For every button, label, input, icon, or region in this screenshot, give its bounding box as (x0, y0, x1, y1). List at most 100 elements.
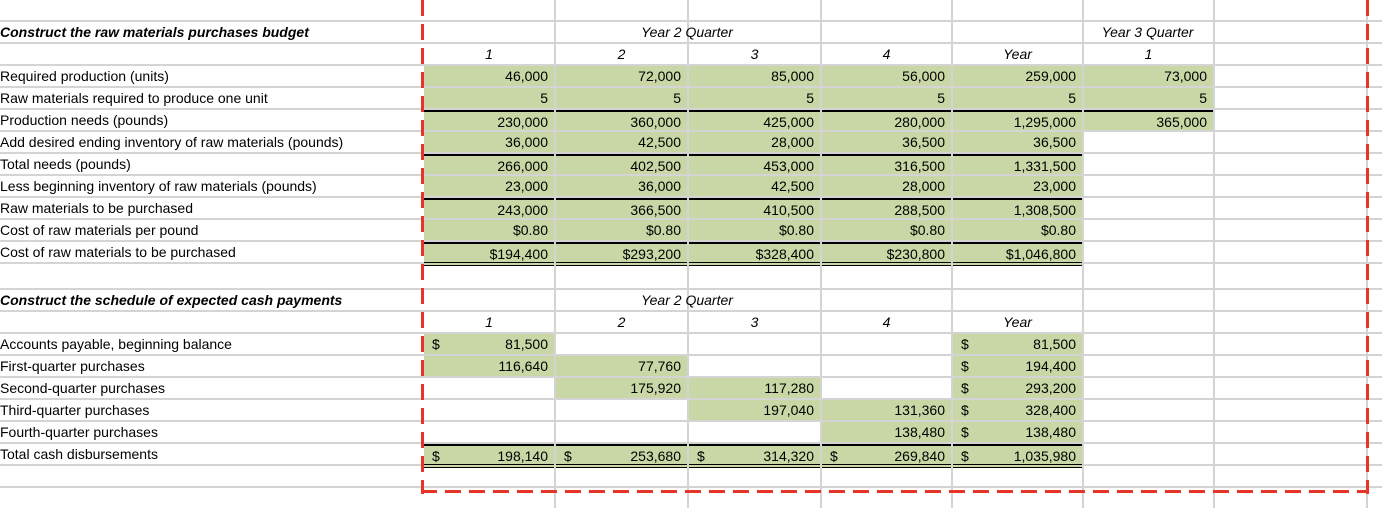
input-cell[interactable]: $1,046,800 (953, 242, 1082, 266)
input-cell[interactable]: $269,840 (822, 444, 951, 468)
cell-value: 198,140 (497, 448, 548, 464)
row-label: Total needs (pounds) (0, 156, 131, 172)
input-cell[interactable]: 28,000 (689, 132, 820, 152)
input-cell[interactable]: 280,000 (822, 110, 951, 130)
gridline (0, 64, 1382, 66)
input-cell[interactable]: $314,320 (689, 444, 820, 468)
currency-symbol: $ (961, 336, 969, 352)
input-cell[interactable]: 116,640 (424, 356, 554, 376)
gridline (0, 86, 1382, 88)
gridline (0, 152, 1382, 154)
cell-value: 81,500 (1033, 336, 1076, 352)
input-cell[interactable]: 175,920 (556, 378, 687, 398)
cell-value: 138,480 (1025, 424, 1076, 440)
input-cell[interactable]: $328,400 (953, 400, 1082, 420)
input-cell[interactable]: $194,400 (424, 242, 554, 266)
input-cell[interactable]: $328,400 (689, 242, 820, 266)
input-cell[interactable]: $0.80 (822, 220, 951, 240)
input-cell[interactable]: 425,000 (689, 110, 820, 130)
currency-symbol: $ (830, 448, 838, 464)
input-cell[interactable]: 5 (1084, 88, 1213, 108)
cell-value: 269,840 (894, 448, 945, 464)
col-header: 1 (485, 314, 493, 330)
input-cell[interactable]: 1,295,000 (953, 110, 1082, 130)
input-cell[interactable]: 138,480 (822, 422, 951, 442)
input-cell[interactable]: 259,000 (953, 66, 1082, 86)
input-cell[interactable]: $293,200 (556, 242, 687, 266)
row-label: Raw materials required to produce one un… (0, 90, 268, 106)
input-cell[interactable]: 77,760 (556, 356, 687, 376)
currency-symbol: $ (961, 424, 969, 440)
input-cell[interactable]: $81,500 (424, 334, 554, 354)
currency-symbol: $ (961, 358, 969, 374)
row-label: Cost of raw materials per pound (0, 222, 199, 238)
input-cell[interactable]: 42,500 (556, 132, 687, 152)
input-cell[interactable]: 85,000 (689, 66, 820, 86)
input-cell[interactable]: 5 (822, 88, 951, 108)
selection-border-right (1366, 0, 1369, 494)
input-cell[interactable]: 288,500 (822, 198, 951, 218)
input-cell[interactable]: 1,308,500 (953, 198, 1082, 218)
input-cell[interactable]: $293,200 (953, 378, 1082, 398)
input-cell[interactable]: 36,500 (822, 132, 951, 152)
row-label: Less beginning inventory of raw material… (0, 178, 317, 194)
input-cell[interactable]: 5 (424, 88, 554, 108)
group-header-year2: Year 2 Quarter (641, 24, 733, 40)
gridline (0, 240, 1382, 242)
input-cell[interactable]: 266,000 (424, 154, 554, 174)
cell-value: 131,360 (894, 402, 945, 418)
gridline (0, 196, 1382, 198)
cell-value: 1,035,980 (1013, 448, 1076, 464)
input-cell[interactable]: $81,500 (953, 334, 1082, 354)
gridline (687, 0, 689, 508)
currency-symbol: $ (432, 448, 440, 464)
input-cell[interactable]: 1,331,500 (953, 154, 1082, 174)
cell-value: 77,760 (638, 358, 681, 374)
input-cell[interactable]: 366,500 (556, 198, 687, 218)
input-cell[interactable]: 243,000 (424, 198, 554, 218)
cell-value: 116,640 (498, 358, 548, 374)
input-cell[interactable]: 230,000 (424, 110, 554, 130)
input-cell[interactable]: 23,000 (424, 176, 554, 196)
input-cell[interactable]: 72,000 (556, 66, 687, 86)
group-header-year3: Year 3 Quarter (1101, 24, 1194, 40)
input-cell[interactable]: 197,040 (689, 400, 820, 420)
input-cell[interactable]: 131,360 (822, 400, 951, 420)
input-cell[interactable]: $0.80 (424, 220, 554, 240)
row-label: Total cash disbursements (0, 446, 158, 462)
input-cell[interactable]: 36,500 (953, 132, 1082, 152)
input-cell[interactable]: $198,140 (424, 444, 554, 468)
input-cell[interactable]: 402,500 (556, 154, 687, 174)
input-cell[interactable]: 5 (953, 88, 1082, 108)
input-cell[interactable]: $253,680 (556, 444, 687, 468)
input-cell[interactable]: 42,500 (689, 176, 820, 196)
input-cell[interactable]: 73,000 (1084, 66, 1213, 86)
input-cell[interactable]: 316,500 (822, 154, 951, 174)
input-cell[interactable]: 28,000 (822, 176, 951, 196)
input-cell[interactable]: 360,000 (556, 110, 687, 130)
input-cell[interactable]: 410,500 (689, 198, 820, 218)
input-cell[interactable]: 5 (556, 88, 687, 108)
input-cell[interactable]: $1,035,980 (953, 444, 1082, 468)
input-cell[interactable]: $230,800 (822, 242, 951, 266)
input-cell[interactable]: 36,000 (424, 132, 554, 152)
input-cell[interactable]: 365,000 (1084, 110, 1213, 130)
col-header: 3 (750, 314, 759, 330)
row-label: Required production (units) (0, 68, 169, 84)
input-cell[interactable]: 46,000 (424, 66, 554, 86)
row-label: Third-quarter purchases (0, 402, 150, 418)
col-header: Year (1003, 46, 1032, 62)
currency-symbol: $ (697, 448, 705, 464)
input-cell[interactable]: 117,280 (689, 378, 820, 398)
input-cell[interactable]: 23,000 (953, 176, 1082, 196)
input-cell[interactable]: $138,480 (953, 422, 1082, 442)
input-cell[interactable]: $0.80 (689, 220, 820, 240)
input-cell[interactable]: $0.80 (953, 220, 1082, 240)
input-cell[interactable]: 56,000 (822, 66, 951, 86)
input-cell[interactable]: 453,000 (689, 154, 820, 174)
input-cell[interactable]: $194,400 (953, 356, 1082, 376)
input-cell[interactable]: 36,000 (556, 176, 687, 196)
input-cell[interactable]: 5 (689, 88, 820, 108)
input-cell[interactable]: $0.80 (556, 220, 687, 240)
selection-border-left (421, 0, 424, 494)
